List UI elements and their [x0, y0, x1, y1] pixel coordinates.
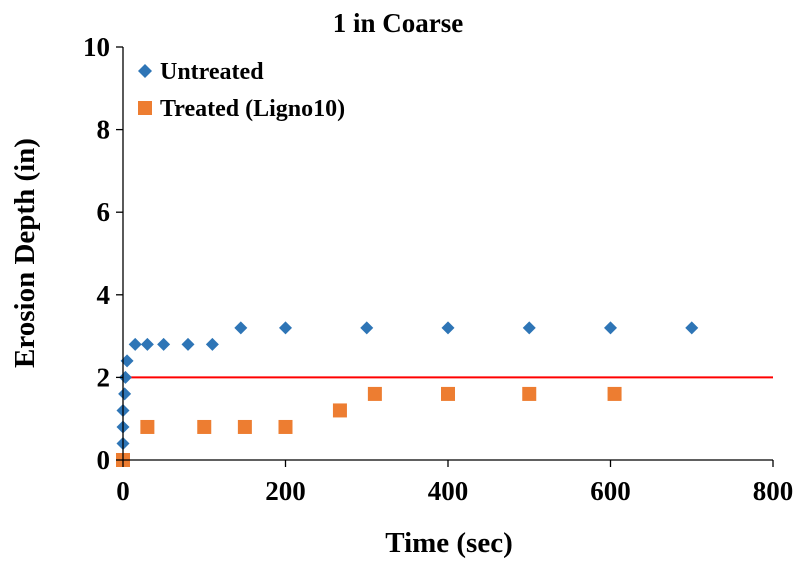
data-point-treated — [332, 403, 347, 418]
data-point-untreated — [522, 321, 536, 335]
legend-label-untreated: Untreated — [160, 59, 264, 85]
data-point-untreated — [120, 354, 134, 368]
data-point-treated — [367, 386, 382, 401]
y-tick-label: 2 — [97, 362, 111, 392]
legend-label-treated: Treated (Ligno10) — [160, 96, 345, 122]
y-tick-label: 6 — [97, 197, 111, 227]
y-axis-ticks: 0 2 4 6 8 10 — [83, 32, 123, 475]
x-tick-label: 200 — [265, 476, 306, 506]
x-tick-label: 800 — [753, 476, 794, 506]
data-point-untreated — [181, 337, 195, 351]
y-tick-label: 8 — [97, 115, 111, 145]
x-axis-ticks: 0 200 400 600 800 — [116, 460, 793, 506]
data-point-treated — [278, 419, 293, 434]
x-tick-label: 400 — [428, 476, 469, 506]
data-point-treated — [607, 386, 622, 401]
data-point-treated — [197, 419, 212, 434]
data-point-treated — [237, 419, 252, 434]
plot-area — [116, 321, 773, 467]
data-point-treated — [522, 386, 537, 401]
data-point-untreated — [118, 370, 132, 384]
data-point-untreated — [140, 337, 154, 351]
legend-item-untreated: Untreated — [138, 59, 264, 85]
y-tick-label: 0 — [97, 445, 111, 475]
data-point-untreated — [157, 337, 171, 351]
data-point-untreated — [205, 337, 219, 351]
series-0 — [116, 321, 699, 467]
y-tick-label: 4 — [97, 280, 111, 310]
legend-item-treated: Treated (Ligno10) — [138, 96, 345, 122]
y-axis-label: Erosion Depth (in) — [9, 138, 41, 368]
chart-title: 1 in Coarse — [333, 8, 464, 38]
data-point-treated — [140, 419, 155, 434]
data-point-untreated — [685, 321, 699, 335]
x-tick-label: 600 — [590, 476, 631, 506]
data-point-untreated — [234, 321, 248, 335]
series-1 — [116, 386, 622, 467]
data-point-untreated — [128, 337, 142, 351]
y-tick-label: 10 — [83, 32, 110, 62]
legend-marker-treated — [138, 101, 152, 115]
x-tick-label: 0 — [116, 476, 130, 506]
legend-marker-untreated — [138, 64, 152, 78]
data-point-untreated — [118, 387, 132, 401]
data-point-untreated — [441, 321, 455, 335]
legend: Untreated Treated (Ligno10) — [138, 59, 345, 122]
data-point-untreated — [360, 321, 374, 335]
data-point-treated — [441, 386, 455, 401]
x-axis-label: Time (sec) — [385, 527, 513, 559]
data-point-untreated — [604, 321, 617, 335]
data-point-untreated — [279, 321, 292, 335]
